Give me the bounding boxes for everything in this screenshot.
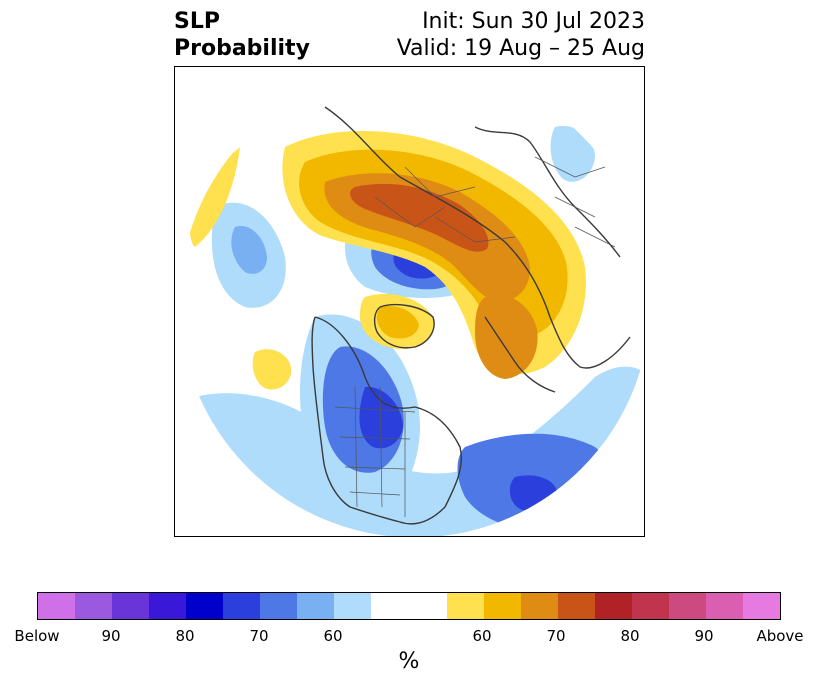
above-region-greenland-core (376, 305, 419, 339)
above-region-pacific-west (189, 147, 240, 247)
coastline-greenland (373, 304, 435, 349)
colorbar-cell (743, 593, 780, 619)
colorbar-cell (447, 593, 484, 619)
colorbar-cell (521, 593, 558, 619)
map-panel (174, 66, 645, 537)
colorbar-cell (260, 593, 297, 619)
colorbar-tick-label: 60 (472, 627, 492, 645)
below-region-asia (550, 126, 595, 182)
colorbar-cell (484, 593, 521, 619)
colorbar-cell (558, 593, 595, 619)
colorbar-labels: Below 90 80 70 60 60 70 80 90 Above (0, 627, 819, 647)
hemisphere-edge (178, 67, 644, 536)
colorbar-cell (632, 593, 669, 619)
colorbar-unit: % (398, 649, 420, 674)
colorbar-cell (112, 593, 149, 619)
borders (334, 156, 616, 517)
colorbar-tick-label: Below (14, 627, 60, 645)
colorbar-cell (38, 593, 75, 619)
above-region-pacific-east (252, 349, 292, 390)
colorbar-tick-label: 70 (249, 627, 269, 645)
colorbar-cell (334, 593, 371, 619)
colorbar-cell (149, 593, 186, 619)
valid-range: Valid: 19 Aug – 25 Aug (396, 36, 645, 61)
coastlines (311, 106, 631, 525)
colorbar-tick-label: 90 (101, 627, 121, 645)
title-variable: SLP (174, 9, 220, 34)
coastline-eurasia (324, 106, 631, 369)
colorbar-tick-label: 80 (620, 627, 640, 645)
colorbar-cell (706, 593, 743, 619)
colorbar-tick-label: 90 (694, 627, 714, 645)
title-metric: Probability (174, 36, 310, 61)
colorbar-tick-label: 80 (175, 627, 195, 645)
colorbar (37, 592, 781, 620)
colorbar-cell (297, 593, 334, 619)
colorbar-cell (371, 593, 447, 619)
probability-map (178, 67, 644, 536)
colorbar-tick-label: 70 (546, 627, 566, 645)
chart-title-left: SLP Probability (174, 8, 310, 62)
coastline-north-america (311, 316, 462, 525)
colorbar-cell (75, 593, 112, 619)
colorbar-cell (595, 593, 632, 619)
colorbar-cell (186, 593, 223, 619)
init-date: Init: Sun 30 Jul 2023 (422, 9, 645, 34)
coastline-asia-east (474, 126, 621, 258)
below-region-na-core (359, 386, 403, 449)
above-region-eurasia-core (350, 183, 489, 252)
colorbar-cell (669, 593, 706, 619)
colorbar-tick-label: Above (756, 627, 804, 645)
colorbar-cell (223, 593, 260, 619)
chart-title-right: Init: Sun 30 Jul 2023 Valid: 19 Aug – 25… (397, 8, 645, 62)
below-region-pacific-west-core (231, 226, 267, 274)
above-region-scandinavia (475, 294, 538, 379)
coastline-europe (484, 316, 556, 393)
colorbar-tick-label: 60 (323, 627, 343, 645)
